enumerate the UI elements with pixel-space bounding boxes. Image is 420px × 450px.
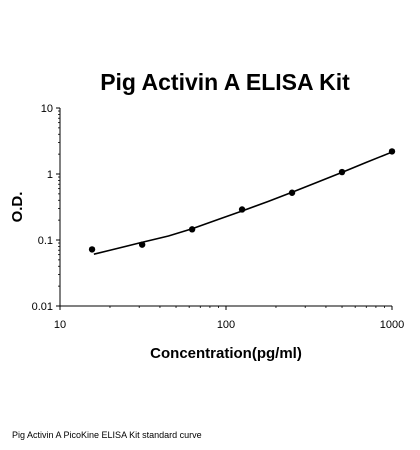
y-tick-label: 0.1 [38,235,53,247]
y-tick-label: 10 [41,103,53,115]
data-point [188,226,196,233]
y-axis-label: O.D. [9,192,26,223]
x-tick-label: 100 [217,319,235,331]
data-points [88,148,396,253]
plot-area [60,108,392,306]
data-point [338,168,346,176]
data-point [388,148,396,155]
y-tick-label: 1 [47,169,53,181]
figure-caption: Pig Activin A PicoKine ELISA Kit standar… [12,430,202,440]
tick-labels: 0.01 0.1 1 10 10 100 1000 [32,103,405,331]
x-tick-label: 10 [54,319,66,331]
chart-title: Pig Activin A ELISA Kit [100,69,350,95]
data-point [138,241,146,248]
data-point [288,189,296,196]
y-tick-label: 0.01 [32,301,53,313]
x-axis-label: Concentration(pg/ml) [150,345,302,362]
data-point [88,246,96,253]
fit-curve [93,151,393,255]
data-point [238,206,246,213]
x-tick-label: 1000 [380,319,404,331]
axis-ticks [56,107,393,310]
